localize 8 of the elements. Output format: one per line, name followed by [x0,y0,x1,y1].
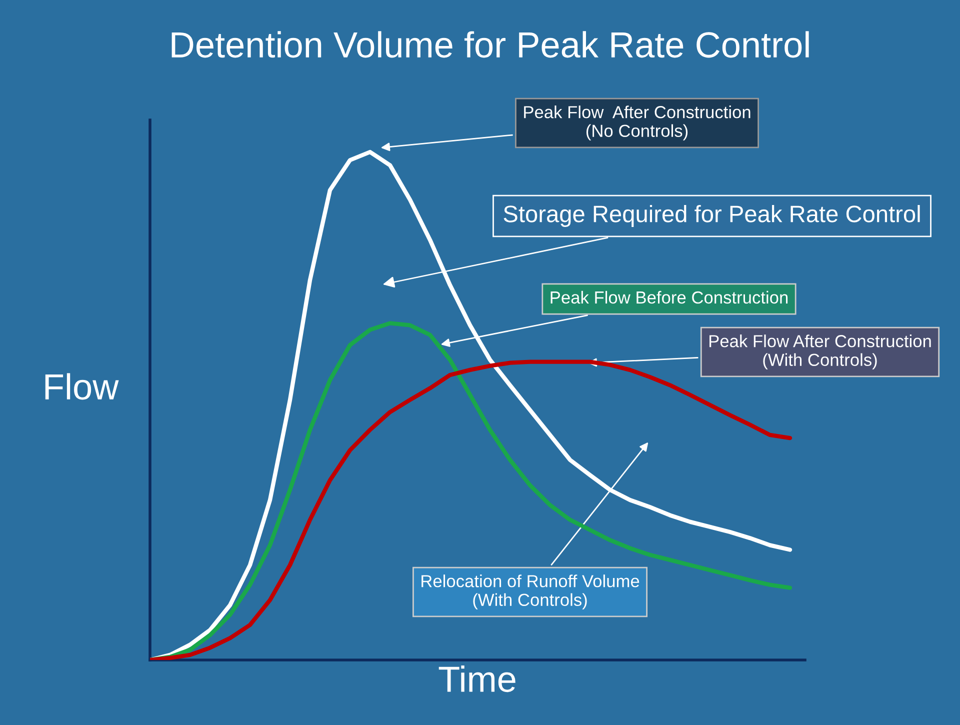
annotation: Relocation of Runoff Volume (With Controls) [422,574,640,610]
annotation: Peak Flow Before Construction [550,290,788,304]
annotation: Storage Required for Peak Rate Control [504,204,920,228]
y-axis-title: Flow [45,373,119,400]
x-axis-title: Time [438,666,516,692]
annotation: Peak Flow After Construction (With Controls) [709,334,931,370]
text: Peak Flow After Construction (No Controls) [524,106,750,140]
chart-title: Detention Volume for Peak Rate Control [172,31,809,58]
